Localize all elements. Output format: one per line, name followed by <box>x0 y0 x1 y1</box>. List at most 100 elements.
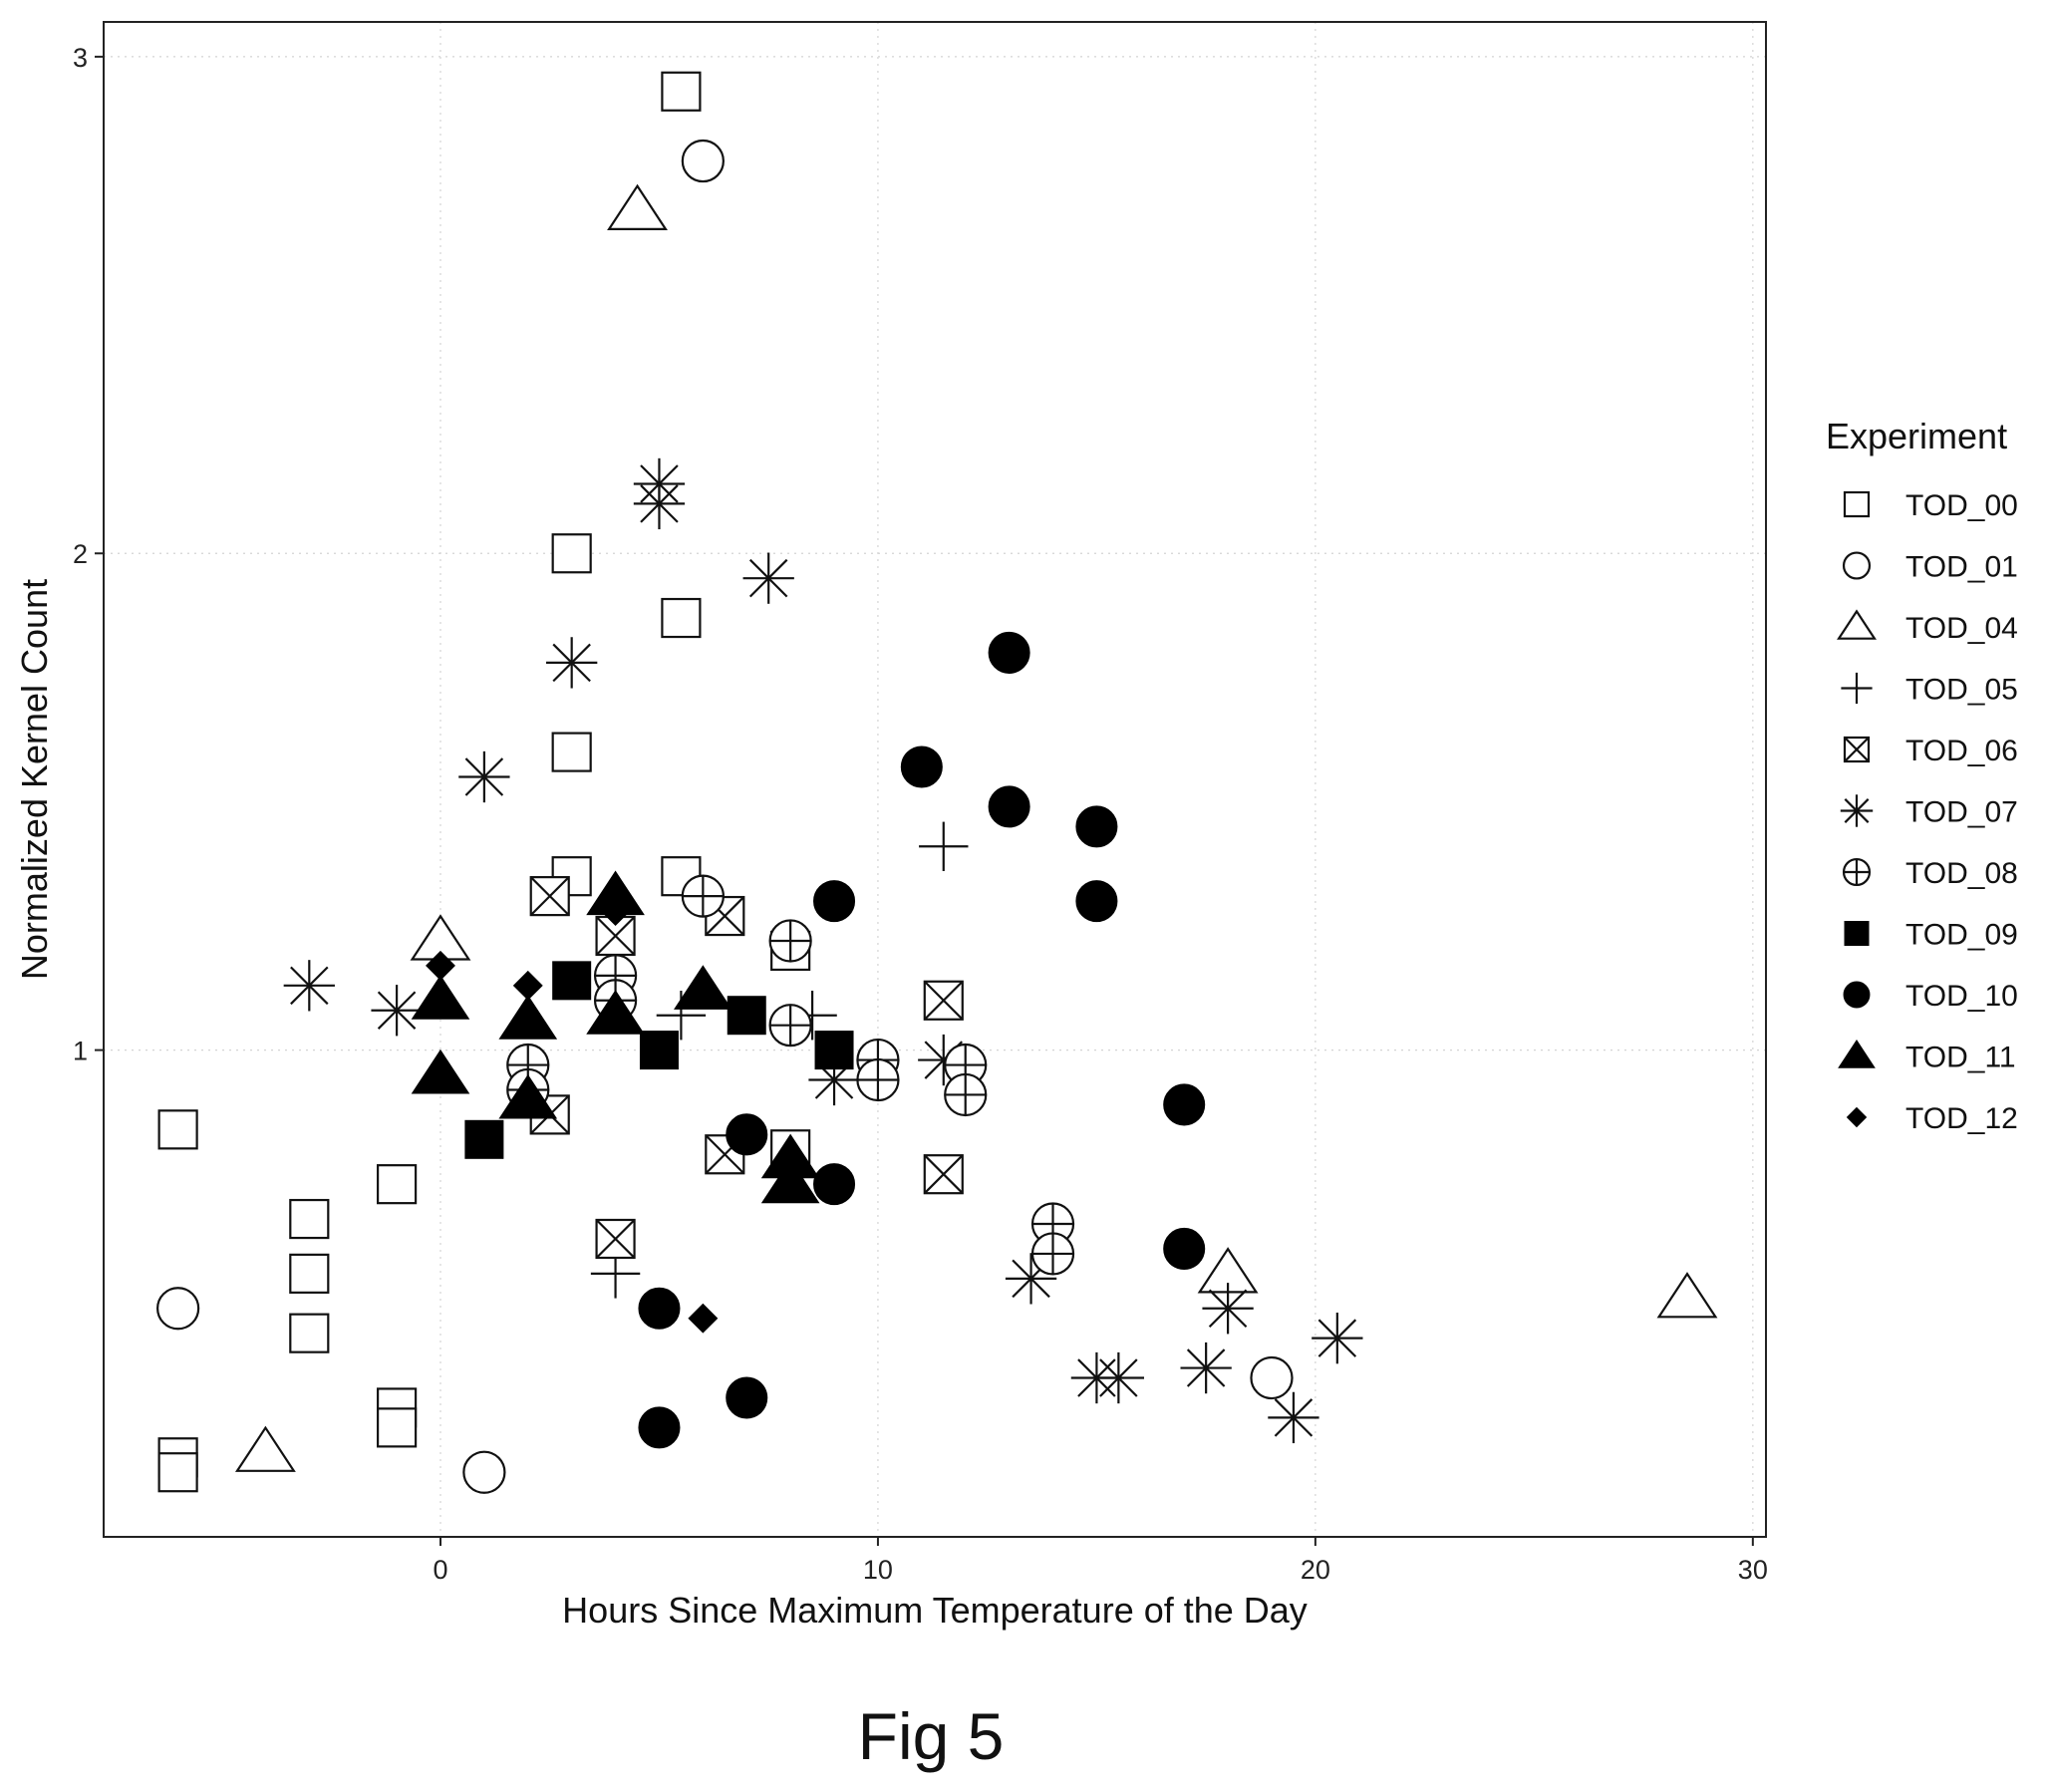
legend-label: TOD_11 <box>1905 1042 2016 1074</box>
data-point <box>1030 1232 1075 1276</box>
data-point <box>813 1163 856 1206</box>
data-point <box>411 975 470 1020</box>
legend-label: TOD_06 <box>1905 735 2018 767</box>
y-tick-label: 2 <box>73 539 88 569</box>
data-point <box>760 1158 820 1204</box>
legend-marker <box>1842 857 1872 887</box>
data-point <box>462 1450 506 1494</box>
plot-panel-border <box>103 21 1767 1538</box>
data-point <box>1163 1227 1206 1270</box>
data-point <box>726 1113 768 1156</box>
series-tod-12 <box>426 896 719 1334</box>
legend-label: TOD_05 <box>1905 674 2018 707</box>
data-point <box>156 1287 200 1331</box>
data-point <box>283 960 335 1012</box>
legend-item: TOD_07 <box>1840 794 2018 829</box>
data-point <box>376 1407 418 1448</box>
x-tick-label: 20 <box>1301 1555 1330 1585</box>
legend-item: TOD_10 <box>1843 980 2018 1013</box>
data-point <box>923 980 964 1021</box>
data-point <box>595 915 636 957</box>
x-tick-label: 0 <box>433 1555 447 1585</box>
data-point <box>552 961 592 1001</box>
data-point <box>1312 1313 1363 1364</box>
data-point <box>638 1287 681 1330</box>
x-tick-label: 10 <box>863 1555 893 1585</box>
data-point <box>923 1154 964 1195</box>
data-point <box>900 746 943 788</box>
data-point <box>919 821 969 871</box>
data-point <box>498 1073 558 1119</box>
data-point <box>674 965 732 1010</box>
y-tick-label: 3 <box>73 43 88 73</box>
x-tick-label: 30 <box>1738 1555 1768 1585</box>
legend-label: TOD_07 <box>1905 796 2018 829</box>
data-point <box>529 876 570 917</box>
data-point <box>234 1425 296 1472</box>
data-point <box>661 71 702 112</box>
data-point <box>586 990 645 1035</box>
legend: Experiment TOD_00 TOD_01 TOD_04 TOD_05 TOD_0… <box>1826 416 2018 1135</box>
data-point <box>768 1004 812 1047</box>
legend-label: TOD_04 <box>1905 612 2018 645</box>
legend-item: TOD_00 <box>1843 489 2018 522</box>
data-point <box>726 1376 768 1419</box>
data-point <box>546 637 598 689</box>
data-point <box>1250 1355 1294 1400</box>
legend-label: TOD_08 <box>1905 857 2018 890</box>
data-point <box>458 750 510 803</box>
data-point <box>289 1313 330 1353</box>
data-point <box>289 1198 330 1240</box>
data-point <box>426 950 455 981</box>
data-point <box>512 970 543 1001</box>
series-tod-07 <box>283 457 1363 1444</box>
legend-item: TOD_06 <box>1843 735 2018 767</box>
legend-marker <box>1843 490 1871 518</box>
data-point <box>157 1452 198 1493</box>
data-point <box>856 1057 900 1102</box>
legend-item: TOD_05 <box>1841 672 2018 707</box>
data-point <box>1180 1342 1232 1394</box>
data-point <box>551 533 592 574</box>
legend-marker <box>1837 609 1877 640</box>
data-point <box>376 1164 418 1205</box>
legend-label: TOD_09 <box>1905 919 2018 952</box>
data-point <box>371 985 423 1037</box>
data-point <box>633 477 686 530</box>
data-point <box>607 183 668 231</box>
legend-item: TOD_08 <box>1842 857 2018 890</box>
data-point <box>988 631 1030 674</box>
data-point <box>1202 1283 1254 1335</box>
data-point <box>727 996 766 1036</box>
series-tod-10 <box>638 631 1206 1449</box>
x-axis-title: Hours Since Maximum Temperature of the D… <box>562 1590 1308 1631</box>
series-tod-11 <box>411 870 820 1204</box>
data-point <box>681 139 725 183</box>
legend-title: Experiment <box>1826 416 2007 456</box>
data-point <box>1656 1272 1718 1319</box>
legend-label: TOD_12 <box>1905 1102 2018 1135</box>
legend-marker <box>1846 1106 1868 1128</box>
data-point <box>768 919 812 963</box>
data-point <box>1092 1351 1145 1404</box>
legend-item: TOD_11 <box>1838 1039 2016 1074</box>
legend-marker <box>1840 794 1874 827</box>
legend-marker <box>1844 921 1870 946</box>
data-point <box>988 785 1030 828</box>
data-point <box>289 1253 330 1294</box>
data-point <box>464 1119 504 1159</box>
legend-marker <box>1841 672 1873 705</box>
data-point <box>157 1109 198 1150</box>
data-point <box>595 1218 636 1260</box>
y-tick-label: 1 <box>73 1037 88 1066</box>
axis-ticks: 0 10 20 30 1 2 3 <box>73 43 1768 1585</box>
data-point <box>1075 805 1118 848</box>
data-point <box>638 1406 681 1449</box>
legend-item: TOD_04 <box>1837 609 2018 645</box>
legend-label: TOD_10 <box>1905 980 2018 1013</box>
data-point <box>498 995 558 1040</box>
y-axis-title: Normalized Kernel Count <box>14 579 55 980</box>
data-point <box>1075 880 1118 923</box>
legend-label: TOD_00 <box>1905 489 2018 522</box>
